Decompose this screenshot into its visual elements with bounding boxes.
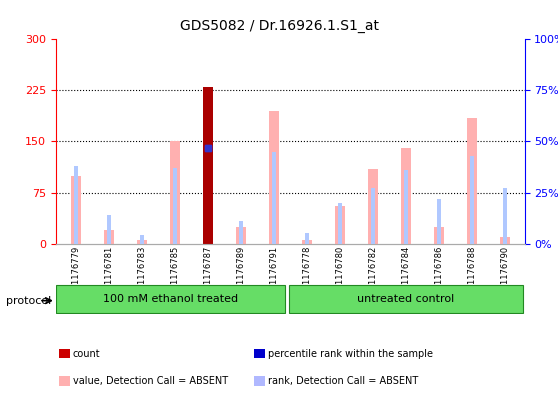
Text: GSM1176780: GSM1176780 [335, 246, 344, 302]
Text: GSM1176787: GSM1176787 [203, 246, 212, 302]
Bar [302, 240, 311, 244]
Text: GSM1176785: GSM1176785 [170, 246, 179, 302]
Text: rank, Detection Call = ABSENT: rank, Detection Call = ABSENT [268, 376, 418, 386]
Bar [466, 118, 477, 244]
Bar [74, 166, 78, 244]
Bar [437, 199, 441, 244]
Bar [470, 156, 474, 244]
Bar [239, 221, 243, 244]
Bar [272, 152, 276, 244]
Bar [56, 285, 285, 313]
Text: GSM1176786: GSM1176786 [434, 246, 443, 302]
Bar [305, 233, 309, 244]
Text: 100 mM ethanol treated: 100 mM ethanol treated [103, 294, 238, 304]
Bar [368, 169, 378, 244]
Bar [371, 189, 375, 244]
Bar [403, 170, 408, 244]
Text: GSM1176788: GSM1176788 [467, 246, 476, 302]
Bar [172, 168, 177, 244]
Bar [500, 237, 509, 244]
Text: count: count [73, 349, 100, 359]
Bar [71, 176, 80, 244]
Text: GSM1176783: GSM1176783 [137, 246, 146, 302]
Text: GSM1176782: GSM1176782 [368, 246, 377, 302]
Bar [140, 235, 144, 244]
Text: GSM1176790: GSM1176790 [500, 246, 509, 302]
Bar [288, 285, 523, 313]
Bar [335, 206, 345, 244]
Text: GSM1176789: GSM1176789 [236, 246, 245, 302]
Text: GSM1176778: GSM1176778 [302, 246, 311, 302]
Text: protocol: protocol [6, 296, 51, 306]
Bar [338, 203, 341, 244]
Bar [137, 240, 147, 244]
Bar [434, 227, 444, 244]
Bar [235, 227, 246, 244]
Text: GSM1176791: GSM1176791 [269, 246, 278, 302]
Text: value, Detection Call = ABSENT: value, Detection Call = ABSENT [73, 376, 228, 386]
Text: percentile rank within the sample: percentile rank within the sample [268, 349, 433, 359]
Text: GSM1176784: GSM1176784 [401, 246, 410, 302]
Bar [107, 215, 110, 244]
Text: untreated control: untreated control [357, 294, 454, 304]
Text: GDS5082 / Dr.16926.1.S1_at: GDS5082 / Dr.16926.1.S1_at [180, 18, 378, 33]
Bar [401, 148, 411, 244]
Bar [203, 87, 213, 244]
Bar [269, 111, 278, 244]
Text: GSM1176779: GSM1176779 [71, 246, 80, 302]
Bar [503, 189, 507, 244]
Bar [170, 141, 180, 244]
Text: GSM1176781: GSM1176781 [104, 246, 113, 302]
Bar [104, 230, 114, 244]
